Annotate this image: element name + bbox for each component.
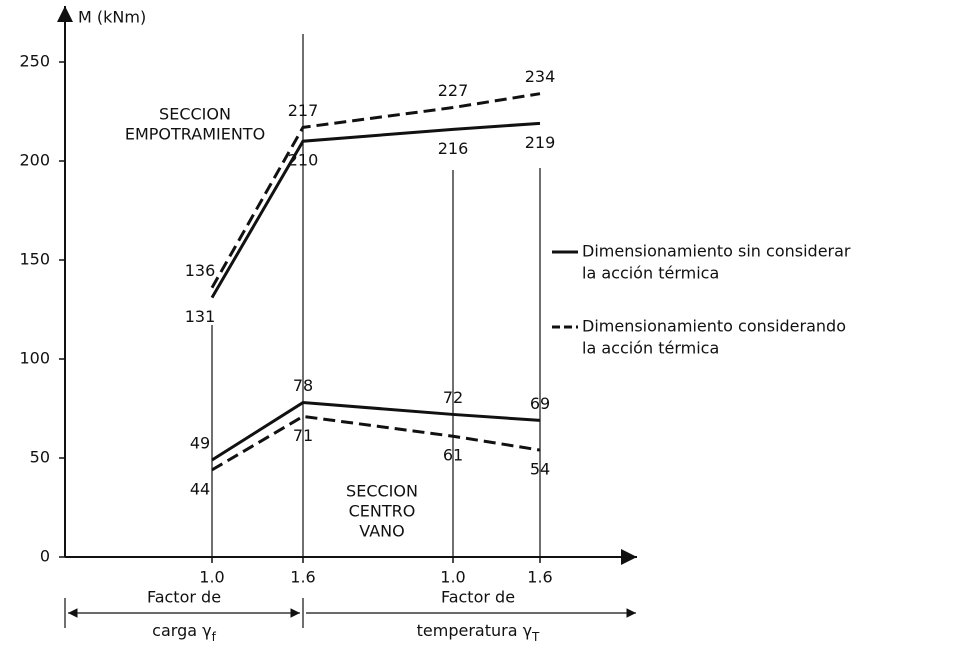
- data-label: 210: [288, 151, 319, 170]
- annotation: SECCION: [159, 105, 231, 124]
- group-label-main: temperatura γ: [417, 621, 532, 640]
- y-axis-label: M (kNm): [78, 8, 146, 27]
- y-tick-label: 200: [19, 151, 50, 170]
- data-label: 219: [525, 133, 556, 152]
- legend-label: Dimensionamiento considerando: [582, 317, 846, 336]
- legend-label: Dimensionamiento sin considerar: [582, 242, 851, 261]
- legend-label: la acción térmica: [582, 339, 719, 358]
- y-tick-label: 150: [19, 250, 50, 269]
- x-tick-label: 1.6: [527, 568, 552, 587]
- data-label: 61: [443, 446, 463, 465]
- x-tick-label: 1.0: [199, 568, 224, 587]
- y-tick-label: 50: [30, 448, 50, 467]
- group-label-main: carga γ: [152, 621, 211, 640]
- annotation: VANO: [359, 522, 404, 541]
- data-label: 136: [185, 261, 216, 280]
- group-label-sub: f: [212, 630, 217, 644]
- data-label: 71: [293, 426, 313, 445]
- y-tick-label: 0: [40, 547, 50, 566]
- group-label: Factor de: [441, 588, 515, 607]
- annotation: EMPOTRAMIENTO: [125, 125, 265, 144]
- annotation: SECCION: [346, 482, 418, 501]
- series-line: [211, 414, 541, 472]
- data-label: 216: [438, 139, 469, 158]
- x-tick-label: 1.0: [440, 568, 465, 587]
- data-label: 131: [185, 307, 216, 326]
- series-line: [210, 121, 541, 299]
- data-label: 72: [443, 388, 463, 407]
- annotation: CENTRO: [349, 502, 416, 521]
- x-tick-label: 1.6: [290, 568, 315, 587]
- data-label: 54: [530, 460, 550, 479]
- group-label: carga γf: [152, 621, 216, 644]
- y-tick-label: 100: [19, 349, 50, 368]
- group-label: temperatura γT: [417, 621, 540, 644]
- y-tick-label: 250: [19, 52, 50, 71]
- group-label: Factor de: [147, 588, 221, 607]
- data-label: 217: [288, 101, 319, 120]
- series-line: [210, 92, 541, 289]
- data-label: 69: [530, 394, 550, 413]
- group-label-sub: T: [531, 630, 540, 644]
- data-label: 234: [525, 67, 556, 86]
- data-label: 78: [293, 376, 313, 395]
- data-label: 49: [190, 433, 210, 452]
- data-label: 227: [438, 81, 469, 100]
- series-line: [211, 401, 541, 462]
- data-label: 44: [190, 479, 210, 498]
- legend-label: la acción térmica: [582, 264, 719, 283]
